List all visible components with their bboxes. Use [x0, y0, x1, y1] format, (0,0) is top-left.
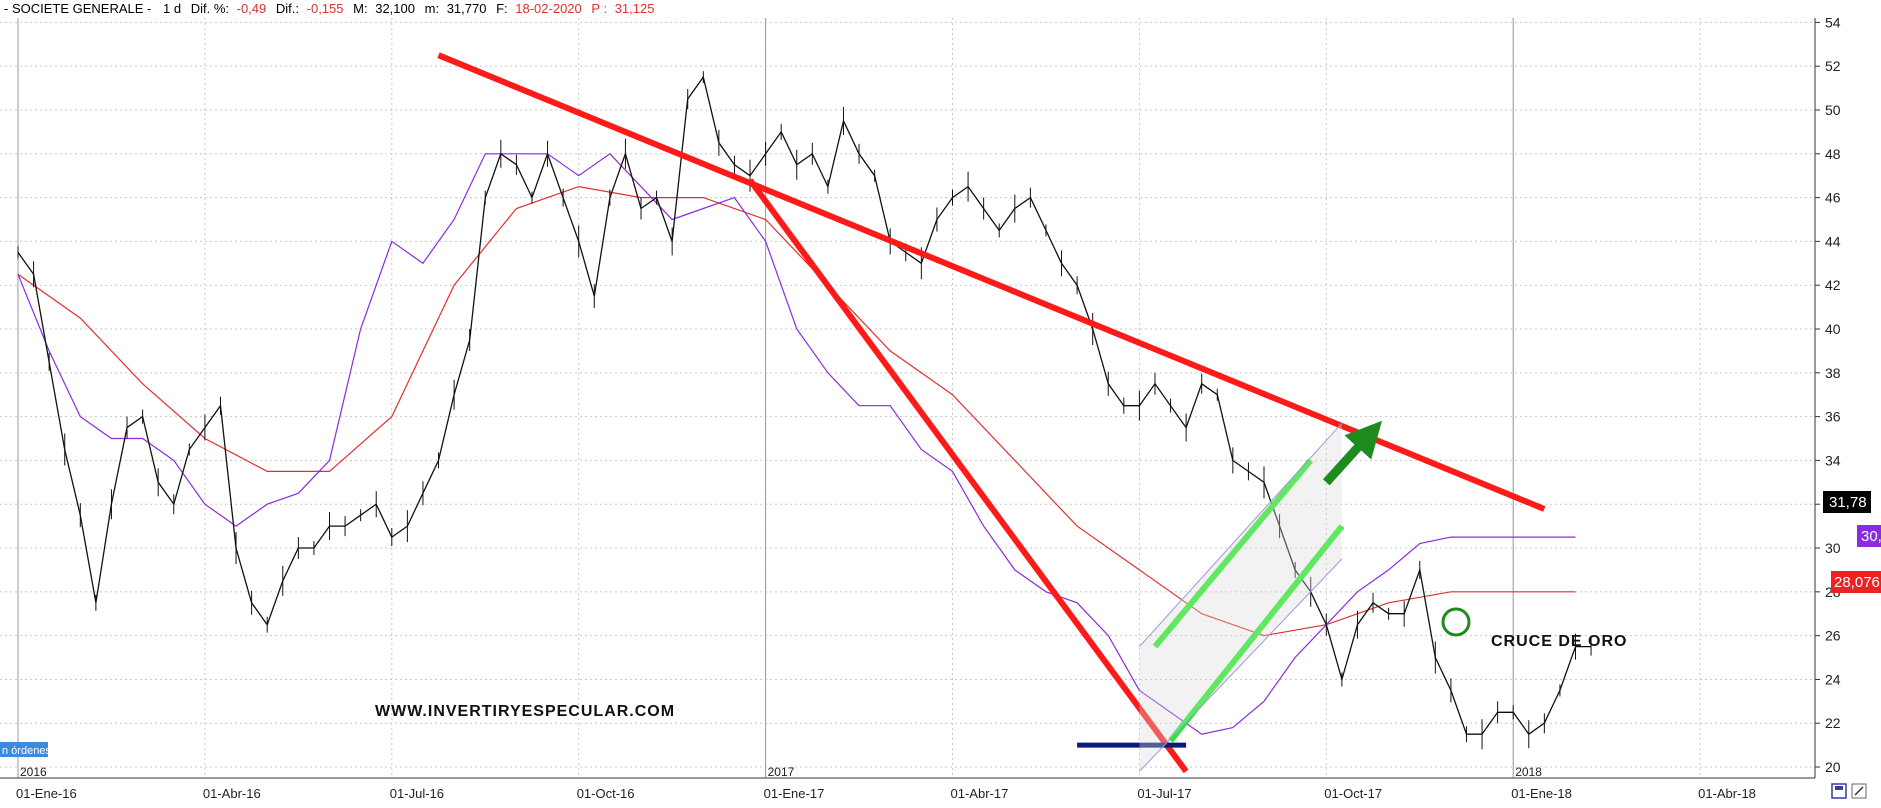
price-tag-ma-short: 30,209 — [1857, 525, 1881, 547]
y-tick-label: 44 — [1825, 233, 1841, 249]
orders-tab[interactable]: n órdenes — [0, 742, 51, 757]
svg-text:30,209: 30,209 — [1861, 528, 1881, 545]
price-layer — [17, 71, 1592, 750]
y-tick-label: 36 — [1825, 409, 1841, 425]
header-bar — [0, 0, 1815, 17]
x-tick-label: 01-Oct-17 — [1324, 786, 1382, 801]
y-tick-label: 50 — [1825, 102, 1841, 118]
trendline — [747, 178, 1189, 774]
y-tick-label: 46 — [1825, 190, 1841, 206]
y-tick-label: 52 — [1825, 58, 1841, 74]
ma-short-line — [17, 153, 1576, 735]
ma-short-layer — [17, 153, 1576, 735]
channel-line — [1168, 524, 1345, 743]
overlays-layer — [437, 52, 1546, 774]
resize-icon[interactable] — [1851, 783, 1867, 799]
price-series — [17, 75, 1592, 736]
y-tick-label: 38 — [1825, 365, 1841, 381]
bullish-arrow — [1322, 420, 1382, 486]
x-tick-label: 01-Jul-17 — [1137, 786, 1191, 801]
channel-line — [1152, 458, 1314, 649]
x-tick-label: 01-Jul-16 — [390, 786, 444, 801]
price-tag-ma-long: 28,076 — [1831, 571, 1881, 593]
golden-cross-circle — [1441, 607, 1471, 637]
ma-long-layer — [17, 185, 1576, 637]
y-tick-label: 34 — [1825, 452, 1841, 468]
golden-cross-annotation: CRUCE DE ORO — [1491, 633, 1627, 650]
year-label: 2017 — [768, 765, 795, 779]
ma-long-line — [17, 185, 1576, 637]
svg-text:31,78: 31,78 — [1829, 494, 1867, 511]
website-annotation: WWW.INVERTIRYESPECULAR.COM — [375, 703, 675, 720]
y-tick-label: 26 — [1825, 628, 1841, 644]
y-tick-label: 40 — [1825, 321, 1841, 337]
y-tick-label: 24 — [1825, 671, 1841, 687]
save-icon[interactable] — [1831, 783, 1847, 799]
regression-lower — [1139, 558, 1343, 772]
x-tick-label: 01-Abr-16 — [203, 786, 261, 801]
x-tick-label: 01-Ene-18 — [1511, 786, 1572, 801]
x-tick-label: 01-Ene-17 — [764, 786, 825, 801]
svg-text:n órdenes: n órdenes — [2, 745, 51, 757]
year-label: 2018 — [1515, 765, 1542, 779]
y-tick-label: 22 — [1825, 715, 1841, 731]
y-tick-label: 48 — [1825, 146, 1841, 162]
x-tick-label: 01-Oct-16 — [577, 786, 635, 801]
y-tick-label: 30 — [1825, 540, 1841, 556]
x-axis: 01-Ene-16 01-Abr-16 01-Jul-16 01-Oct-16 01-E… — [0, 765, 1815, 801]
y-tick-label: 42 — [1825, 277, 1841, 293]
header-info: - SOCIETE GENERALE - 1 d Dif. %: -0,49 D… — [4, 1, 654, 16]
regression-channel — [1139, 423, 1342, 772]
y-tick-label: 20 — [1825, 759, 1841, 775]
svg-text:28,076: 28,076 — [1834, 574, 1880, 591]
price-tag-last: 31,78 — [1823, 491, 1871, 513]
y-tick-label: 54 — [1825, 14, 1841, 30]
x-tick-label: 01-Abr-18 — [1698, 786, 1756, 801]
year-label: 2016 — [20, 765, 47, 779]
regression-upper — [1139, 422, 1343, 647]
x-tick-label: 01-Abr-17 — [951, 786, 1009, 801]
x-tick-label: 01-Ene-16 — [16, 786, 77, 801]
